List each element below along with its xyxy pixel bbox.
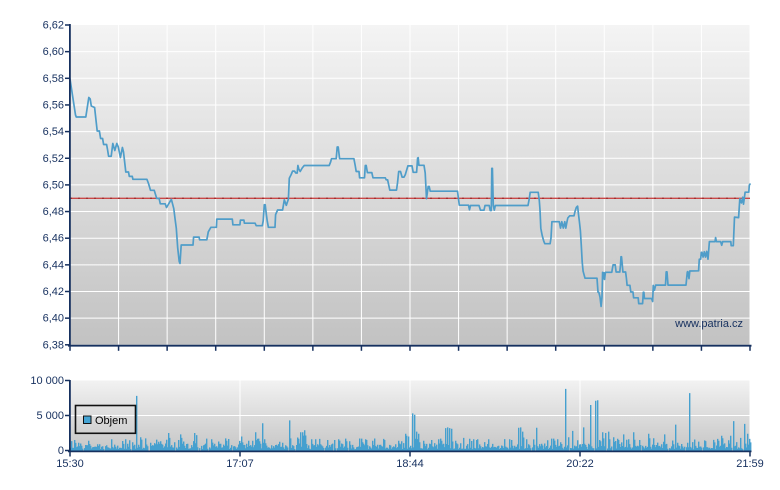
svg-text:www.patria.cz: www.patria.cz <box>674 318 743 330</box>
svg-text:15:30: 15:30 <box>56 458 84 470</box>
svg-text:6,46: 6,46 <box>43 233 64 245</box>
svg-text:10 000: 10 000 <box>30 375 64 387</box>
svg-text:6,38: 6,38 <box>43 339 64 351</box>
svg-text:0: 0 <box>58 445 64 457</box>
svg-text:6,42: 6,42 <box>43 286 64 298</box>
svg-text:20:22: 20:22 <box>566 458 594 470</box>
svg-text:6,58: 6,58 <box>43 73 64 85</box>
svg-text:6,56: 6,56 <box>43 100 64 112</box>
svg-text:18:44: 18:44 <box>396 458 424 470</box>
svg-text:5 000: 5 000 <box>36 410 64 422</box>
svg-text:6,62: 6,62 <box>43 20 64 32</box>
svg-text:17:07: 17:07 <box>226 458 254 470</box>
svg-text:6,54: 6,54 <box>43 126 64 138</box>
svg-text:6,50: 6,50 <box>43 179 64 191</box>
svg-text:6,40: 6,40 <box>43 313 64 325</box>
svg-text:6,48: 6,48 <box>43 206 64 218</box>
svg-text:Objem: Objem <box>95 415 127 427</box>
svg-text:21:59: 21:59 <box>736 458 764 470</box>
svg-text:6,52: 6,52 <box>43 153 64 165</box>
svg-text:6,60: 6,60 <box>43 46 64 58</box>
svg-text:6,44: 6,44 <box>43 259 64 271</box>
